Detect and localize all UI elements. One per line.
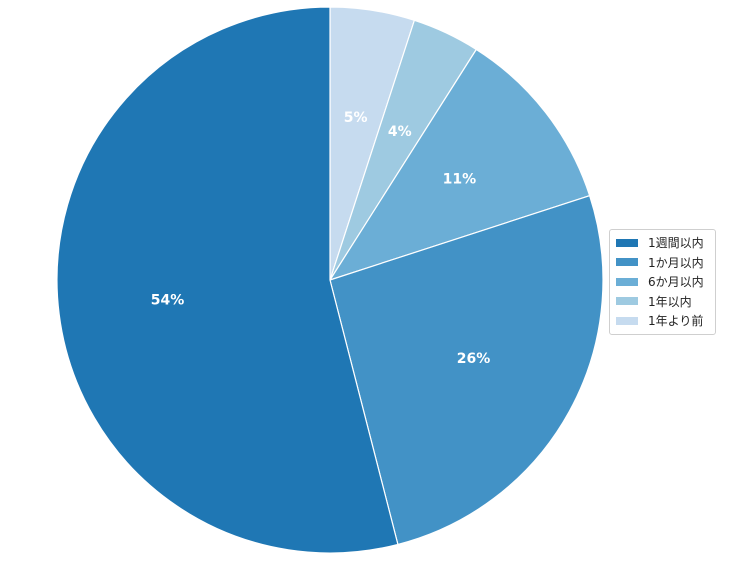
legend-label: 1年より前 bbox=[648, 314, 704, 329]
legend: 1週間以内 1か月以内 6か月以内 1年以内 1年より前 bbox=[609, 229, 716, 335]
legend-swatch bbox=[616, 238, 638, 247]
pie-slice bbox=[328, 48, 591, 282]
legend-swatch bbox=[616, 297, 638, 306]
legend-item: 6か月以内 bbox=[616, 272, 709, 292]
legend-swatch bbox=[616, 277, 638, 286]
legend-label: 1か月以内 bbox=[648, 255, 704, 270]
legend-swatch bbox=[616, 258, 638, 267]
legend-swatch bbox=[616, 316, 638, 325]
legend-item: 1年より前 bbox=[616, 311, 709, 331]
slice-percent-label: 54% bbox=[151, 293, 185, 309]
pie-slice bbox=[56, 6, 399, 554]
slice-percent-label: 11% bbox=[443, 172, 477, 188]
legend-label: 1週間以内 bbox=[648, 236, 704, 251]
legend-item: 1年以内 bbox=[616, 292, 709, 312]
slice-percent-label: 26% bbox=[457, 351, 491, 367]
slice-percent-label: 4% bbox=[388, 124, 412, 140]
legend-item: 1週間以内 bbox=[616, 233, 709, 253]
legend-label: 1年以内 bbox=[648, 294, 692, 309]
legend-label: 6か月以内 bbox=[648, 275, 704, 290]
legend-item: 1か月以内 bbox=[616, 253, 709, 273]
slice-percent-label: 5% bbox=[344, 110, 368, 126]
pie-slice bbox=[329, 194, 604, 546]
